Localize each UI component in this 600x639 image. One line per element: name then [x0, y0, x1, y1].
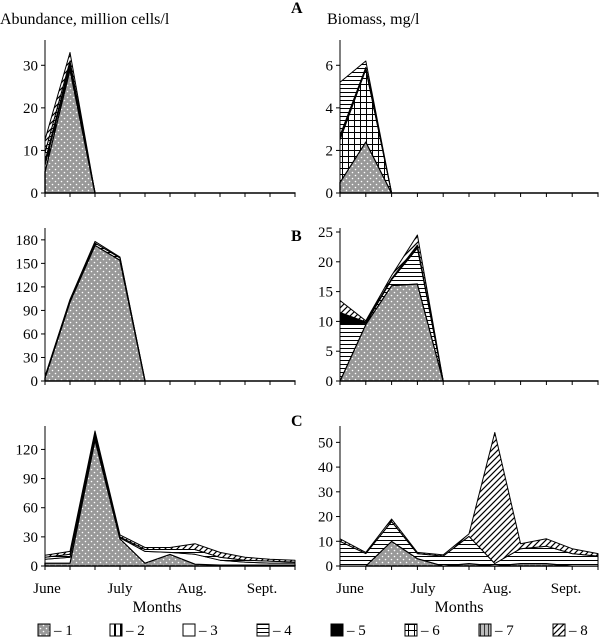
y-tick-label: 10 [318, 314, 333, 330]
area-series-8 [339, 432, 599, 564]
month-label-june-right: June [336, 581, 364, 597]
legend-label-5: – 5 [346, 623, 366, 639]
y-tick-label: 90 [23, 303, 38, 319]
legend-item-1: – 1 [37, 623, 73, 639]
biomass-header: Biomass, mg/l [327, 11, 420, 28]
legend-label-4: – 4 [272, 623, 292, 639]
legend-item-5: – 5 [330, 623, 366, 639]
y-tick-label: 40 [318, 460, 333, 476]
charts-container: 0102030024603060901201501800510152025030… [16, 40, 599, 575]
legend-label-2: – 2 [125, 623, 145, 639]
legend-swatch-2 [109, 623, 123, 637]
legend-swatch-4 [256, 623, 270, 637]
chart-b-biomass: 0 5 10 15 20 25 [318, 225, 599, 390]
y-tick-label: 0 [326, 374, 334, 390]
chart-a-abundance: 0 10 20 30 [23, 40, 296, 202]
y-tick-label: 150 [16, 256, 39, 272]
x-axis-title-left: Months [133, 599, 182, 616]
y-tick-label: 20 [318, 255, 333, 271]
area-series-8 [44, 430, 296, 563]
y-tick-label: 90 [23, 472, 38, 488]
y-tick-label: 120 [16, 442, 39, 458]
y-tick-label: 50 [318, 435, 333, 451]
legend-item-2: – 2 [109, 623, 145, 639]
legend-label-1: – 1 [53, 623, 73, 639]
legend-label-3: – 3 [198, 623, 218, 639]
y-tick-label: 0 [31, 186, 39, 202]
chart-c-abundance: 0 30 60 90 120 [16, 426, 296, 575]
y-tick-label: 6 [326, 58, 334, 74]
legend-swatch-5 [330, 623, 344, 637]
legend-item-8: – 8 [552, 623, 588, 639]
y-tick-label: 20 [23, 101, 38, 117]
x-axis-title-right: Months [435, 599, 484, 616]
area-series-1 [44, 244, 296, 382]
legend-item-6: – 6 [404, 623, 440, 639]
y-tick-label: 0 [31, 374, 39, 390]
y-tick-label: 10 [23, 143, 38, 159]
abundance-header: Abundance, million cells/l [0, 11, 170, 28]
legend-swatch-6 [404, 623, 418, 637]
month-label-sept-left: Sept. [247, 581, 277, 597]
legend-swatch-7 [478, 623, 492, 637]
y-tick-label: 4 [326, 101, 334, 117]
y-tick-label: 0 [326, 559, 334, 575]
legend-swatch-8 [552, 623, 566, 637]
month-label-june-left: June [33, 581, 61, 597]
y-tick-label: 30 [23, 530, 38, 546]
panel-label-b: B [291, 228, 302, 245]
y-tick-label: 60 [23, 327, 38, 343]
legend-item-3: – 3 [182, 623, 218, 639]
legend-label-6: – 6 [420, 623, 440, 639]
y-tick-label: 30 [23, 58, 38, 74]
y-tick-label: 2 [326, 143, 334, 159]
month-label-sept-right: Sept. [551, 581, 581, 597]
legend-item-7: – 7 [478, 623, 514, 639]
month-label-july-right: July [410, 581, 436, 597]
y-tick-label: 0 [326, 186, 334, 202]
legend-swatch-3 [182, 623, 196, 637]
chart-c-biomass: 0 10 20 30 40 50 [318, 426, 599, 575]
y-tick-label: 60 [23, 501, 38, 517]
chart-b-abundance: 0 30 60 90 120 150 180 [16, 228, 296, 390]
y-tick-label: 120 [16, 280, 39, 296]
month-label-july-left: July [107, 581, 133, 597]
y-tick-label: 20 [318, 510, 333, 526]
legend: – 1 – 2 – 3 – 4 – 5 – 6 – 7 – 8 [37, 623, 588, 639]
y-tick-label: 0 [31, 559, 39, 575]
y-tick-label: 10 [318, 534, 333, 550]
legend-swatch-1 [37, 623, 51, 637]
legend-item-4: – 4 [256, 623, 292, 639]
panel-label-a: A [291, 0, 303, 17]
y-tick-label: 180 [16, 233, 39, 249]
month-label-aug-left: Aug. [177, 581, 207, 597]
month-label-aug-right: Aug. [482, 581, 512, 597]
y-tick-label: 25 [318, 225, 333, 241]
legend-label-8: – 8 [568, 623, 588, 639]
y-tick-label: 30 [23, 350, 38, 366]
y-tick-label: 30 [318, 485, 333, 501]
y-tick-label: 5 [326, 344, 334, 360]
chart-a-biomass: 0 2 4 6 [326, 40, 599, 202]
legend-label-7: – 7 [494, 623, 514, 639]
y-tick-label: 15 [318, 285, 333, 301]
panel-label-c: C [291, 413, 303, 430]
